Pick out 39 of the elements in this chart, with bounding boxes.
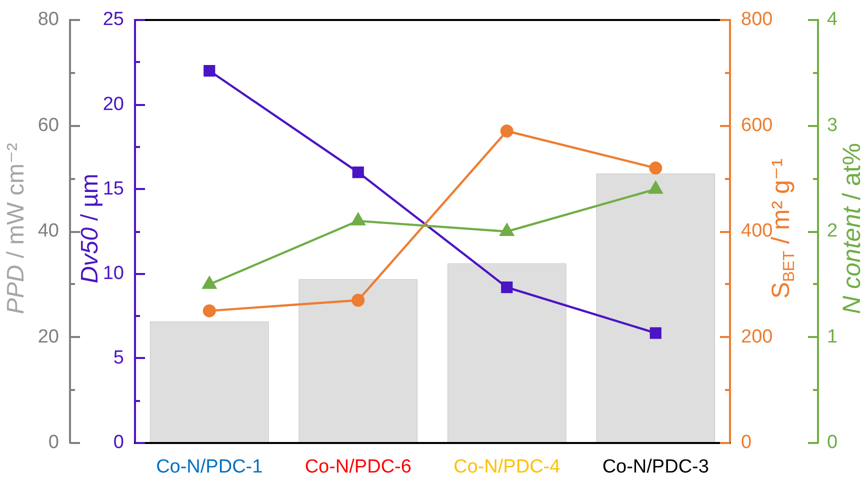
y2-tick-label: 15 xyxy=(102,178,124,200)
x-tick-label: Co-N/PDC-6 xyxy=(304,456,412,478)
point xyxy=(352,166,364,178)
y-axis-title: N content / at% xyxy=(838,143,863,314)
point xyxy=(501,282,513,294)
point xyxy=(648,180,664,194)
y-tick-label: 2 xyxy=(827,220,838,242)
x-tick-label: Co-N/PDC-3 xyxy=(602,456,709,478)
x-tick-label: Co-N/PDC-1 xyxy=(156,456,263,478)
y2-axis-title: Dv50 / µm xyxy=(76,174,104,284)
point xyxy=(500,124,514,138)
y-tick-label: 40 xyxy=(38,220,59,242)
y-tick-label: 80 xyxy=(38,9,59,30)
point xyxy=(352,294,365,307)
point xyxy=(350,212,366,226)
y-tick-label: 0 xyxy=(48,432,59,454)
point xyxy=(202,276,217,289)
point xyxy=(649,162,662,175)
x-tick-label: Co-N/PDC-4 xyxy=(454,456,561,478)
y-tick-label: 60 xyxy=(38,114,59,136)
point xyxy=(499,223,514,236)
y-tick-label: 1 xyxy=(827,326,838,348)
y-tick-label: 20 xyxy=(38,326,59,348)
y3-tick-label: 800 xyxy=(741,9,773,30)
y-axis-title: PPD / mW cm⁻² xyxy=(2,142,30,314)
y3-tick-label: 600 xyxy=(741,114,773,136)
point xyxy=(202,304,216,318)
y2-tick-label: 0 xyxy=(113,432,124,454)
y-tick-label: 3 xyxy=(827,114,838,136)
y-tick-label: 4 xyxy=(827,9,838,30)
y3-tick-label: 200 xyxy=(741,326,773,348)
y2-tick-label: 25 xyxy=(102,9,124,30)
y2-tick-label: 20 xyxy=(102,94,124,115)
point xyxy=(204,64,216,77)
y-tick-label: 0 xyxy=(827,432,838,454)
point xyxy=(650,327,662,339)
y2-tick-label: 5 xyxy=(113,348,124,369)
y2-tick-label: 10 xyxy=(102,263,124,284)
y3-tick-label: 0 xyxy=(741,432,752,454)
